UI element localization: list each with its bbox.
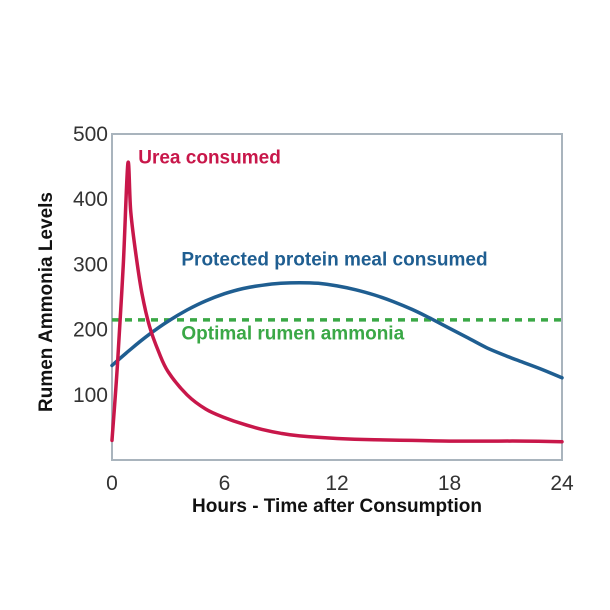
y-tick-label: 500 [73, 123, 108, 146]
y-tick-label: 200 [73, 319, 108, 342]
y-axis-label: Rumen Ammonia Levels [36, 192, 57, 412]
series-line-urea-consumed [110, 160, 564, 444]
series-label-urea-consumed: Urea consumed [138, 147, 281, 168]
x-tick-label: 18 [438, 472, 461, 495]
y-tick-label: 300 [73, 253, 108, 276]
y-tick-label: 100 [73, 384, 108, 407]
x-tick-label: 0 [106, 472, 118, 495]
x-tick-label: 24 [550, 472, 574, 495]
y-tick-label: 400 [73, 188, 108, 211]
series-line-protected-protein-meal-consumed [110, 280, 564, 380]
series-label-optimal-rumen-ammonia: Optimal rumen ammonia [181, 323, 404, 344]
x-tick-label: 6 [219, 472, 231, 495]
x-tick-label: 12 [325, 472, 348, 495]
series-label-protected-protein-meal-consumed: Protected protein meal consumed [181, 250, 487, 271]
plot-area [111, 133, 563, 461]
x-axis-label: Hours - Time after Consumption [192, 496, 482, 517]
